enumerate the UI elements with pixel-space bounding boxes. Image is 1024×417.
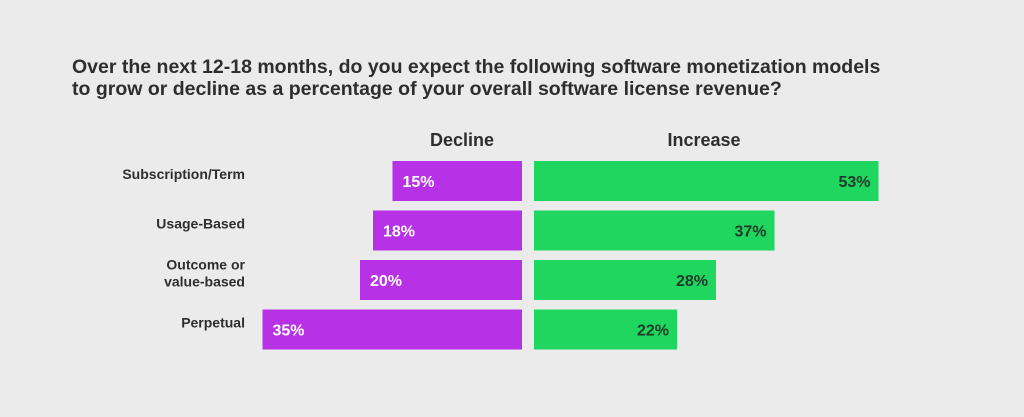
chart-title-line-1: Over the next 12-18 months, do you expec…	[72, 56, 881, 78]
bar-decline	[360, 260, 522, 300]
bar-increase	[534, 260, 716, 300]
category-label: Outcome or value-based	[164, 257, 245, 290]
data-label-increase: 37%	[734, 224, 766, 241]
data-label-decline: 20%	[370, 273, 402, 290]
data-label-increase: 28%	[676, 273, 708, 290]
header-increase: Increase	[667, 130, 740, 150]
bar-increase	[534, 210, 775, 251]
bar-decline	[392, 161, 522, 201]
bar-increase	[534, 161, 879, 201]
bar-decline	[262, 309, 522, 350]
data-label-decline: 15%	[403, 174, 435, 191]
data-label-decline: 18%	[383, 224, 415, 241]
data-label-increase: 22%	[637, 323, 669, 340]
category-label: Subscription/Term	[122, 166, 245, 182]
data-label-decline: 35%	[273, 323, 305, 340]
bar-decline	[373, 210, 522, 251]
category-label: Usage-Based	[156, 216, 245, 232]
chart-title-line-2: to grow or decline as a percentage of yo…	[72, 78, 782, 100]
chart-title: Over the next 12-18 months, do you expec…	[72, 56, 972, 100]
bar-increase	[534, 309, 677, 350]
header-decline: Decline	[430, 130, 494, 150]
category-label: Perpetual	[181, 315, 245, 331]
data-label-increase: 53%	[838, 174, 870, 191]
